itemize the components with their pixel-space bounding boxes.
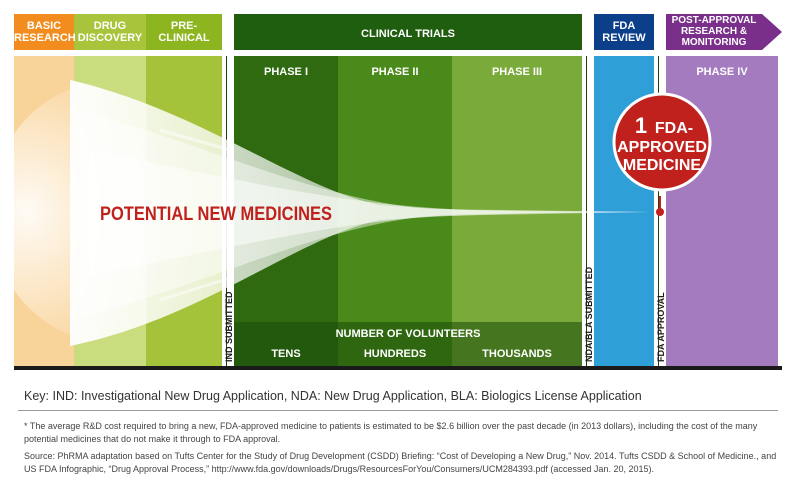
drug-development-diagram: 1 FDA- APPROVED MEDICINE POTENTIAL NEW M… xyxy=(0,14,782,370)
nda-submitted-label: NDA/BLA SUBMITTED xyxy=(584,266,594,362)
divider xyxy=(18,410,778,411)
source-note: Source: PhRMA adaptation based on Tufts … xyxy=(24,451,777,474)
header-clinical-trials xyxy=(234,14,582,50)
header-pre-clinical xyxy=(146,14,222,50)
approved-line1: FDA- xyxy=(655,120,693,137)
phase-1-label: PHASE I xyxy=(264,66,308,78)
volunteers-thousands: THOUSANDS xyxy=(482,348,552,360)
clinical-trials-label: CLINICAL TRIALS xyxy=(361,28,455,40)
volunteers-title: NUMBER OF VOLUNTEERS xyxy=(336,328,481,340)
phase-4-label: PHASE IV xyxy=(696,66,748,78)
key-text: Key: IND: Investigational New Drug Appli… xyxy=(24,389,642,403)
header-drug-discovery xyxy=(74,14,146,50)
phase-2-label: PHASE II xyxy=(371,66,418,78)
header-fda-review xyxy=(594,14,654,50)
fda-review-label: FDA REVIEW xyxy=(602,20,646,44)
pre-clinical-label: PRE- CLINICAL xyxy=(158,20,210,44)
approved-line3: MEDICINE xyxy=(623,157,702,174)
approved-medicine-badge xyxy=(612,92,712,192)
post-approval-label: POST-APPROVAL RESEARCH & MONITORING xyxy=(671,15,757,48)
funnel xyxy=(0,80,650,346)
drug-discovery-label: DRUG DISCOVERY xyxy=(77,20,143,44)
volunteers-bar xyxy=(234,322,582,366)
volunteers-hundreds: HUNDREDS xyxy=(364,348,426,360)
volunteers-tens: TENS xyxy=(271,348,300,360)
approval-dot xyxy=(656,208,664,216)
approved-count: 1 xyxy=(635,113,647,138)
phase-3-label: PHASE III xyxy=(492,66,542,78)
approved-line2: APPROVED xyxy=(617,139,707,156)
funnel-label: POTENTIAL NEW MEDICINES xyxy=(100,204,332,225)
header-post-approval xyxy=(666,14,782,50)
basic-research-label: BASIC RESEARCH xyxy=(14,20,76,44)
ind-submitted-label: IND SUBMITTED xyxy=(224,291,234,362)
header-basic-research xyxy=(14,14,74,50)
fda-approval-label: FDA APPROVAL xyxy=(656,292,666,362)
footnote: * The average R&D cost required to bring… xyxy=(24,421,758,444)
nda-bar xyxy=(582,56,594,366)
